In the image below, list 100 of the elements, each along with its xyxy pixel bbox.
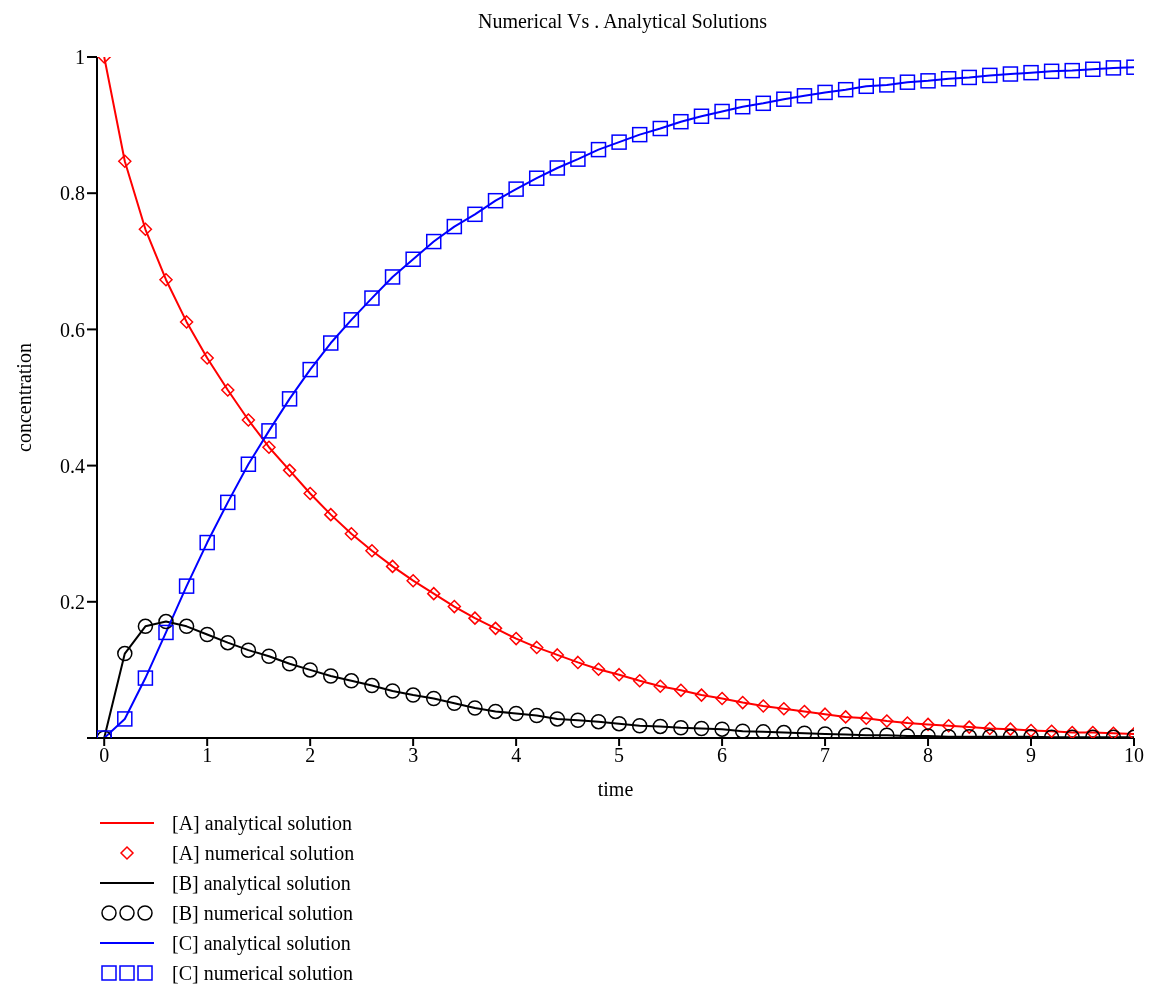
point	[509, 631, 523, 646]
point	[797, 704, 812, 719]
point	[529, 640, 544, 655]
point	[303, 486, 317, 501]
point	[734, 723, 751, 738]
point	[921, 717, 935, 732]
point	[755, 95, 772, 112]
point	[138, 222, 153, 237]
point	[528, 170, 545, 186]
x-tick-label: 2	[305, 744, 316, 767]
x-tick-label: 9	[1026, 744, 1037, 767]
point	[550, 648, 565, 662]
point	[220, 494, 236, 511]
x-tick-label: 0	[99, 744, 110, 767]
point	[508, 181, 524, 197]
point	[920, 73, 936, 89]
x-tick-label: 10	[1124, 744, 1144, 767]
x-tick-label: 4	[511, 744, 522, 767]
point	[405, 687, 421, 703]
point	[817, 84, 833, 101]
point	[323, 668, 339, 684]
point	[673, 113, 689, 130]
y-tick-label: 0.4	[60, 454, 85, 477]
point	[323, 335, 339, 351]
point	[1086, 725, 1100, 738]
point	[447, 599, 462, 614]
point	[652, 718, 669, 735]
point	[715, 691, 729, 706]
point	[446, 695, 463, 712]
point	[694, 688, 709, 702]
point	[631, 717, 648, 734]
point	[693, 720, 710, 737]
point	[137, 670, 154, 686]
point	[364, 290, 380, 306]
point	[1023, 64, 1039, 81]
point	[117, 645, 133, 662]
point	[1105, 60, 1122, 76]
point	[240, 456, 257, 472]
point	[241, 413, 256, 427]
point	[756, 699, 771, 713]
point	[858, 78, 874, 95]
point	[612, 667, 626, 682]
point	[961, 69, 977, 86]
point	[384, 269, 401, 285]
point	[818, 707, 832, 721]
point	[385, 559, 400, 574]
point	[118, 154, 132, 168]
point	[880, 714, 894, 728]
point	[384, 683, 401, 699]
point	[406, 573, 420, 588]
point	[549, 711, 566, 727]
point	[405, 251, 421, 268]
point	[611, 715, 627, 732]
x-axis-title: time	[597, 778, 634, 800]
point	[941, 718, 956, 733]
point	[159, 272, 173, 287]
x-tick-label: 8	[923, 744, 934, 767]
point	[324, 507, 338, 522]
point	[714, 103, 730, 120]
point	[693, 108, 710, 124]
point	[487, 192, 504, 209]
point	[302, 361, 318, 378]
point	[1002, 66, 1019, 82]
point	[734, 98, 751, 115]
point	[158, 624, 174, 641]
point	[488, 621, 503, 636]
point	[281, 656, 298, 672]
point	[178, 618, 195, 635]
point	[425, 233, 442, 250]
point	[261, 648, 277, 665]
x-tick-label: 1	[202, 744, 213, 767]
point	[590, 713, 607, 730]
point	[570, 151, 586, 167]
legend-label: [A] analytical solution	[172, 811, 352, 837]
y-tick-label: 0.2	[60, 590, 85, 613]
x-tick-label: 3	[408, 744, 419, 767]
point	[508, 705, 524, 722]
point	[590, 141, 607, 158]
point	[221, 383, 235, 397]
point	[425, 690, 442, 707]
point	[837, 81, 854, 98]
point	[735, 695, 750, 710]
point	[178, 578, 195, 594]
legend-label: [C] analytical solution	[172, 931, 351, 957]
point	[1043, 63, 1060, 80]
point	[838, 710, 853, 724]
point	[261, 423, 277, 439]
point	[199, 534, 215, 551]
point	[158, 613, 174, 630]
point	[755, 724, 772, 738]
point	[796, 88, 813, 104]
y-tick-label: 0.6	[60, 318, 85, 341]
point	[549, 160, 566, 176]
point	[899, 74, 916, 90]
point	[365, 543, 379, 558]
point	[262, 440, 276, 454]
legend-label: [A] numerical solution	[172, 841, 355, 866]
point	[714, 721, 730, 737]
point	[1003, 722, 1018, 736]
point	[1064, 62, 1080, 79]
